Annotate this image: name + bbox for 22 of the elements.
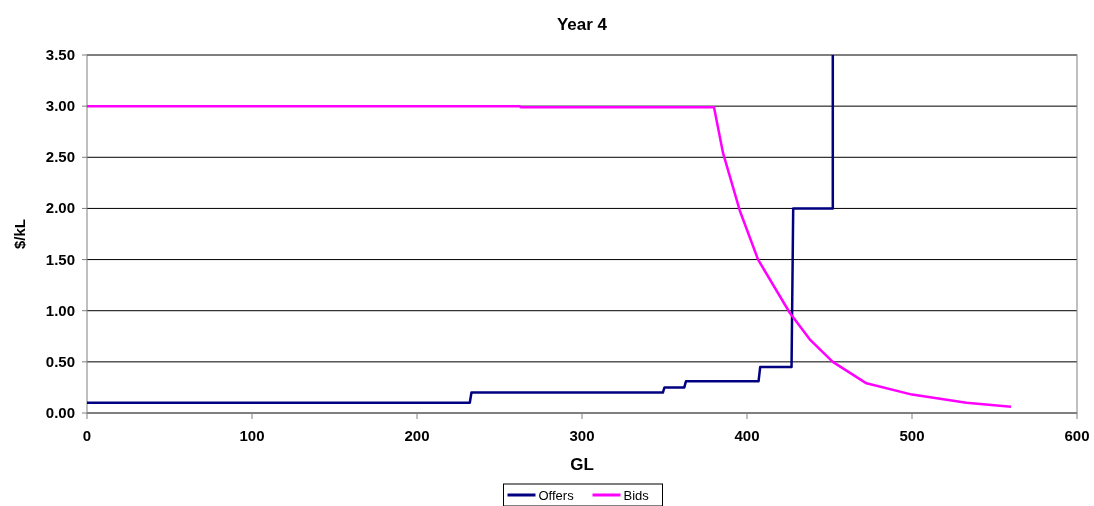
y-tick-label: 3.00 [45, 97, 75, 115]
y-tick-label: 2.50 [45, 148, 75, 166]
line-series [87, 53, 835, 405]
x-tick-label: 500 [899, 427, 925, 444]
y-tick-label: 0.00 [45, 404, 75, 421]
line-series [87, 104, 1013, 409]
y-tick-label: 0.50 [45, 352, 75, 370]
legend-label: Bids [623, 488, 650, 503]
x-tick-label: 0 [82, 427, 92, 444]
x-tick-label: 600 [1064, 427, 1090, 444]
x-tick-label: 300 [569, 427, 595, 444]
x-tick-label: 100 [239, 427, 265, 444]
x-tick-label: 400 [734, 427, 760, 444]
y-tick-label: 3.50 [45, 46, 75, 63]
chart-title: Year 4 [556, 15, 608, 34]
y-tick-label: 1.00 [45, 301, 75, 319]
y-tick-label: 2.00 [45, 199, 75, 217]
y-axis-title: $/kL [11, 218, 28, 250]
x-axis-title: GL [570, 455, 594, 474]
legend-label: Offers [538, 488, 575, 503]
y-tick-label: 1.50 [45, 250, 75, 268]
x-tick-label: 200 [404, 427, 430, 444]
